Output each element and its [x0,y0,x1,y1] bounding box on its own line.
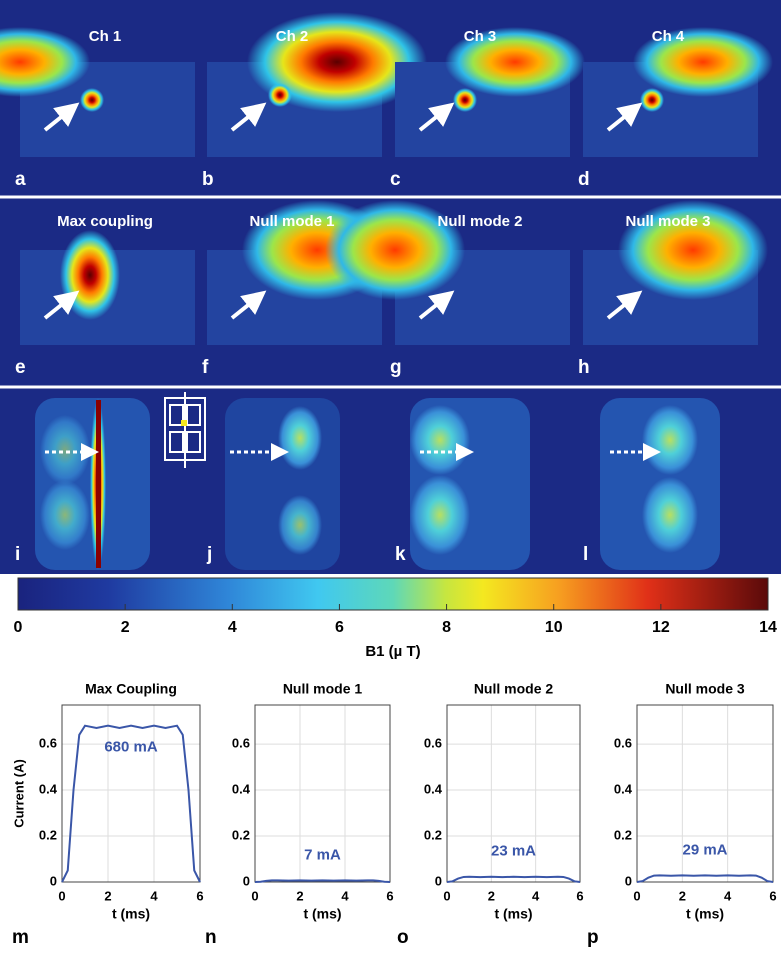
field-hotspot [268,83,292,107]
panel-title: Ch 4 [652,28,685,45]
colorbar-tick-label: 8 [442,619,451,636]
x-tick-label: 2 [104,888,111,903]
field-hotspot [640,88,664,112]
x-tick-label: 2 [488,888,495,903]
x-tick-label: 0 [251,888,258,903]
panel-letter: g [390,357,402,378]
panel-letter: n [205,927,217,948]
panel-title: Ch 1 [89,28,122,45]
y-tick-label: 0.4 [232,781,251,796]
field-hotspot [60,230,120,320]
x-tick-label: 6 [576,888,583,903]
x-tick-label: 4 [150,888,158,903]
y-tick-label: 0.2 [614,827,632,842]
panel-letter: a [15,169,26,190]
annotation: 680 mA [104,739,158,756]
colorbar-tick-label: 4 [228,619,237,636]
y-tick-label: 0.4 [614,781,633,796]
panel-letter: e [15,357,26,378]
x-tick-label: 6 [196,888,203,903]
panel-letter: m [12,927,29,948]
y-tick-label: 0.6 [424,736,442,751]
chart-title: Null mode 1 [283,681,363,697]
colorbar-tick-label: 6 [335,619,344,636]
y-tick-label: 0.2 [424,827,442,842]
panel-letter: k [395,544,406,565]
panel-title: Ch 3 [464,28,497,45]
y-axis-label: Current (A) [11,759,26,828]
annotation: 29 mA [682,841,727,858]
x-tick-label: 2 [296,888,303,903]
y-tick-label: 0.4 [424,781,443,796]
x-tick-label: 0 [58,888,65,903]
colorbar-tick-label: 2 [121,619,130,636]
annotation: 23 mA [491,843,536,860]
chart-title: Null mode 2 [474,681,554,697]
panel-title: Null mode 3 [625,213,710,230]
y-tick-label: 0.6 [614,736,632,751]
panel-letter: d [578,169,590,190]
colorbar-tick-label: 14 [759,619,777,636]
colorbar-tick-label: 0 [14,619,23,636]
panel-letter: c [390,169,401,190]
x-axis-label: t (ms) [303,906,341,922]
panel-title: Null mode 2 [437,213,522,230]
x-tick-label: 6 [769,888,776,903]
chart-title: Max Coupling [85,681,177,697]
field-hotspot [453,88,477,112]
panel-title: Null mode 1 [249,213,334,230]
panel-letter: f [202,357,209,378]
x-tick-label: 4 [532,888,540,903]
x-tick-label: 2 [679,888,686,903]
y-tick-label: 0.2 [39,827,57,842]
panel-letter: i [15,544,20,565]
colorbar-tick-label: 12 [652,619,670,636]
x-tick-label: 0 [443,888,450,903]
x-tick-label: 0 [633,888,640,903]
y-tick-label: 0.4 [39,781,58,796]
x-tick-label: 4 [724,888,732,903]
x-axis-label: t (ms) [494,906,532,922]
y-tick-label: 0 [50,873,57,888]
panel-letter: l [583,544,588,565]
chart-title: Null mode 3 [665,681,745,697]
plot-area [62,705,200,882]
colorbar-label: B1 (µ T) [365,643,420,660]
panel-title: Ch 2 [276,28,309,45]
y-tick-label: 0.2 [232,827,250,842]
panel-letter: j [206,544,212,565]
panel-letter: b [202,169,214,190]
figure: Ch 1 a Ch 2 b Ch 3 c Ch 4 d Max coupling e Null mo… [0,0,781,950]
y-tick-label: 0.6 [39,736,57,751]
colorbar [18,578,768,610]
y-tick-label: 0.6 [232,736,250,751]
y-tick-label: 0 [243,873,250,888]
y-tick-label: 0 [435,873,442,888]
x-axis-label: t (ms) [686,906,724,922]
colorbar-tick-label: 10 [545,619,563,636]
x-axis-label: t (ms) [112,906,150,922]
x-tick-label: 4 [341,888,349,903]
panel-title: Max coupling [57,213,153,230]
x-tick-label: 6 [386,888,393,903]
panel-letter: p [587,927,599,948]
panel-letter: o [397,927,409,948]
panel-letter: h [578,357,590,378]
y-tick-label: 0 [625,873,632,888]
field-hotspot [80,88,104,112]
annotation: 7 mA [304,846,341,863]
